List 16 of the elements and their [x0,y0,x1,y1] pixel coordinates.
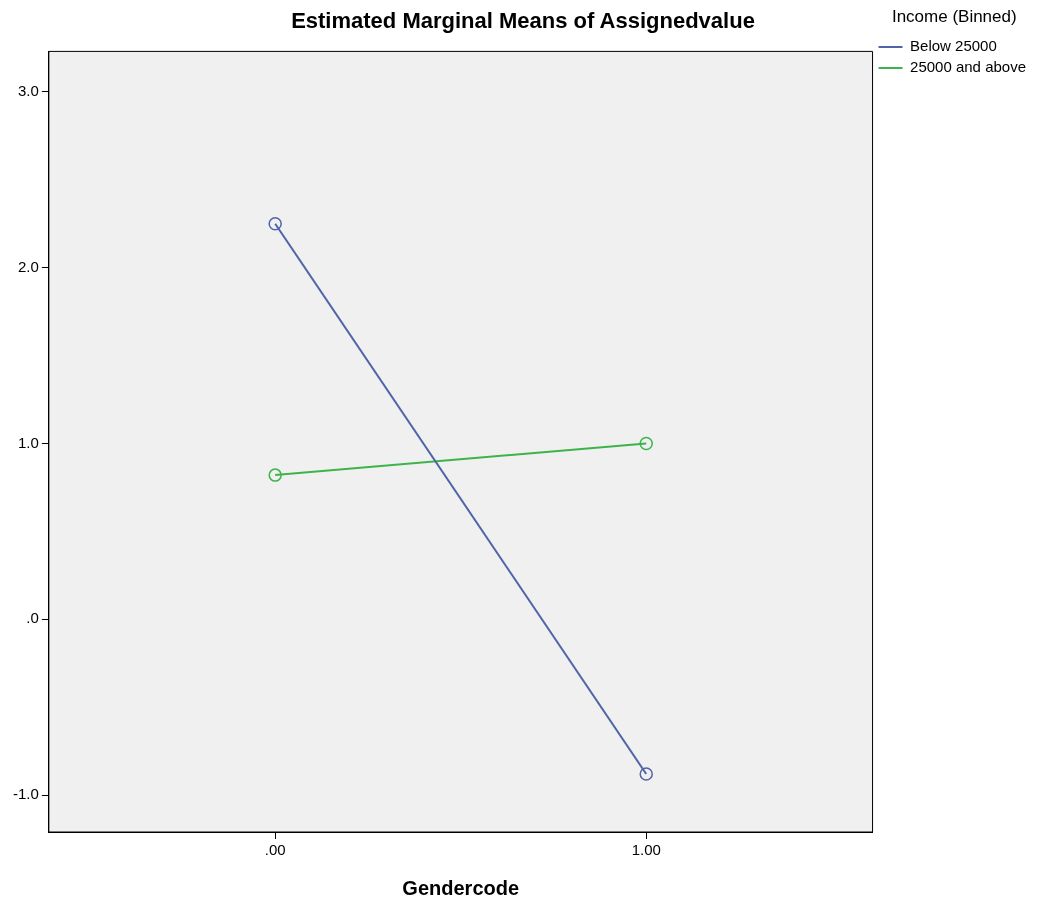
legend-title: Income (Binned) [891,7,1017,27]
point [268,468,282,482]
x-axis-title: Gendercode [402,876,520,899]
y-tick-label: -1.0 [12,785,39,803]
y-tick-label: 3.0 [17,81,39,99]
chart-title: Estimated Marginal Means of Assignedvalue [291,8,755,34]
y-tick-label: 2.0 [17,257,39,275]
y-tick-label: .0 [26,609,39,627]
legend-label: 25000 and above [910,58,1027,76]
legend-label: Below 25000 [910,37,997,55]
x-tick-label: .00 [264,841,286,859]
y-tick-label: 1.0 [17,433,39,451]
point [639,767,653,781]
x-tick-label: 1.00 [631,841,661,859]
point [639,436,653,451]
point [268,216,282,231]
